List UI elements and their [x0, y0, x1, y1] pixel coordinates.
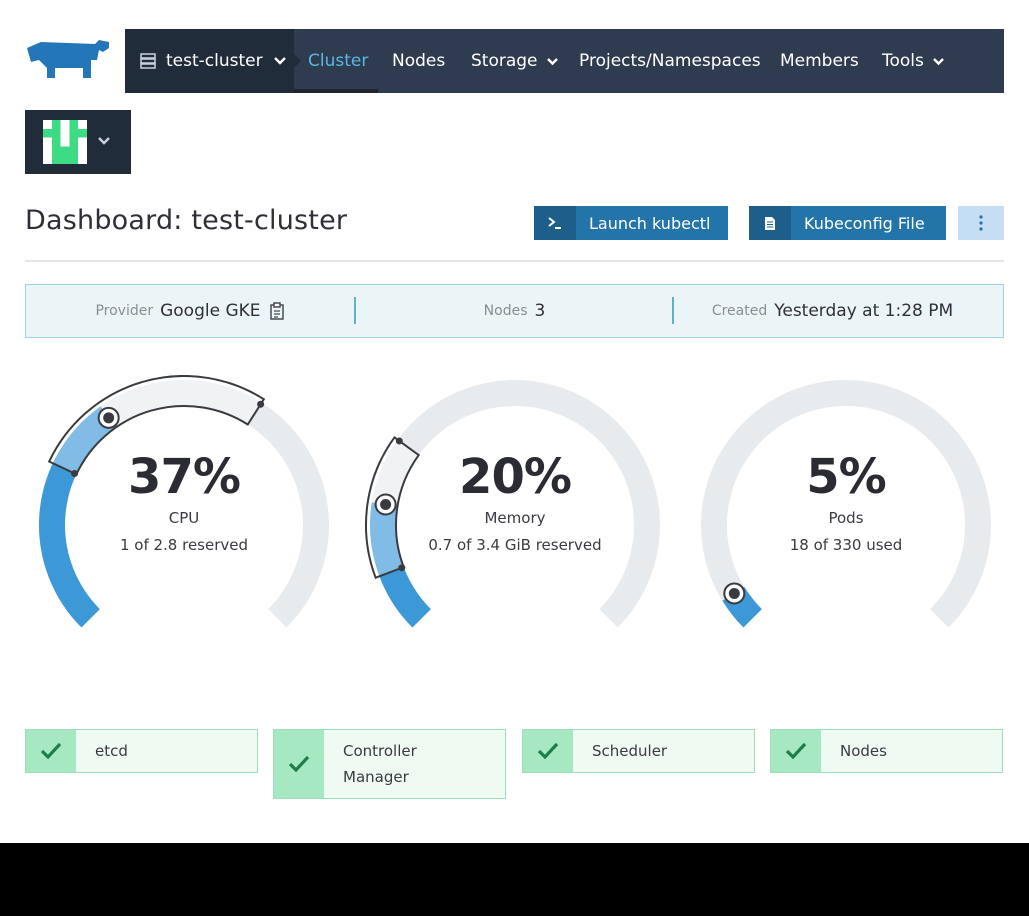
- launch-kubectl-label: Launch kubectl: [589, 213, 711, 233]
- component-nodes: Nodes: [770, 729, 1003, 773]
- kebab-menu-icon: [979, 215, 983, 231]
- chevron-down-icon: [546, 57, 558, 65]
- nav-active-indicator: [294, 89, 378, 93]
- memory-gauge-chart: [365, 380, 660, 628]
- copy-clipboard-icon[interactable]: [269, 302, 285, 320]
- cluster-selector-pointer: [294, 54, 301, 68]
- info-nodes: Nodes 3: [356, 285, 673, 337]
- gauge-value-marker-dot: [380, 499, 392, 511]
- component-etcd: etcd: [25, 729, 258, 773]
- gauge-used-arc: [39, 406, 116, 628]
- nav-cluster[interactable]: Cluster: [308, 29, 368, 93]
- nav-storage[interactable]: Storage: [471, 29, 559, 93]
- nav-members[interactable]: Members: [780, 29, 859, 93]
- pods-used: 18 of 330 used: [789, 536, 903, 554]
- nav-nodes-label: Nodes: [392, 51, 446, 71]
- component-label: Nodes: [840, 742, 887, 760]
- gauge-reserved-end-dot: [257, 400, 265, 408]
- chevron-down-icon: [98, 137, 110, 145]
- project-identicon-icon: [43, 120, 87, 164]
- gauge-value-marker-dot: [103, 412, 115, 424]
- page-title: Dashboard: test-cluster: [25, 205, 348, 236]
- memory-percent: 20%: [459, 449, 572, 505]
- component-label: Controller Manager: [343, 742, 417, 786]
- memory-reserved: 0.7 of 3.4 GiB reserved: [428, 536, 602, 554]
- info-provider: Provider Google GKE: [25, 285, 355, 337]
- kubeconfig-file-button[interactable]: Kubeconfig File: [749, 206, 946, 240]
- nav-members-label: Members: [780, 51, 859, 71]
- nav-cluster-label: Cluster: [308, 51, 369, 71]
- cluster-selector[interactable]: test-cluster: [125, 29, 294, 93]
- gauge-reserved-start-dot: [398, 564, 406, 572]
- server-icon: [140, 53, 156, 69]
- chevron-down-icon: [933, 57, 944, 65]
- component-label: etcd: [95, 742, 128, 760]
- more-actions-button[interactable]: [958, 206, 1004, 240]
- gauge-value-marker-dot: [728, 587, 740, 599]
- nav-storage-label: Storage: [471, 51, 538, 71]
- project-selector[interactable]: [25, 110, 131, 174]
- info-created: Created Yesterday at 1:28 PM: [674, 285, 991, 337]
- cpu-percent: 37%: [128, 449, 241, 505]
- component-scheduler: Scheduler: [522, 729, 755, 773]
- check-icon: [523, 730, 573, 772]
- component-label: Scheduler: [592, 742, 668, 760]
- cpu-label: CPU: [168, 509, 200, 527]
- info-separator: [354, 297, 356, 324]
- memory-label: Memory: [484, 509, 546, 527]
- nav-tools-label: Tools: [882, 51, 924, 71]
- terminal-icon: [534, 206, 576, 240]
- created-label: Created: [711, 303, 768, 319]
- cpu-gauge-chart: [39, 375, 329, 628]
- provider-value: Google GKE: [160, 301, 261, 321]
- nodes-label: Nodes: [483, 303, 528, 319]
- cpu-reserved: 1 of 2.8 reserved: [119, 536, 249, 554]
- check-icon: [274, 730, 324, 798]
- file-icon: [749, 206, 791, 240]
- chevron-down-icon: [273, 57, 286, 65]
- pods-gauge-chart: [701, 380, 991, 628]
- gauge-track: [370, 380, 660, 628]
- kubeconfig-file-label: Kubeconfig File: [804, 213, 925, 233]
- gauge-used-arc: [370, 502, 432, 628]
- cluster-info-bar: [25, 284, 1004, 338]
- footer-black-area: [0, 843, 1029, 916]
- cpu-gauge: 37% CPU 1 of 2.8 reserved: [29, 375, 339, 645]
- header-divider: [25, 260, 1004, 262]
- cluster-name: test-cluster: [166, 51, 263, 71]
- provider-label: Provider: [95, 303, 154, 319]
- nav-projects-namespaces[interactable]: Projects/Namespaces: [579, 29, 761, 93]
- rancher-logo-icon[interactable]: [25, 38, 111, 84]
- nav-nodes[interactable]: Nodes: [392, 29, 445, 93]
- check-icon: [771, 730, 821, 772]
- gauge-reserved-band: [47, 375, 266, 476]
- created-value: Yesterday at 1:28 PM: [774, 301, 954, 321]
- check-icon: [26, 730, 76, 772]
- info-separator: [672, 297, 674, 324]
- gauge-reserved-start-dot: [71, 469, 79, 477]
- component-controller-manager: Controller Manager: [273, 729, 506, 799]
- nav-tools[interactable]: Tools: [882, 29, 945, 93]
- launch-kubectl-button[interactable]: Launch kubectl: [534, 206, 728, 240]
- nav-projects-label: Projects/Namespaces: [579, 51, 761, 71]
- gauge-reserved-end-dot: [395, 437, 403, 445]
- pods-percent: 5%: [806, 449, 887, 505]
- pods-gauge: 5% Pods 18 of 330 used: [691, 375, 1001, 645]
- nodes-value: 3: [534, 301, 546, 321]
- memory-gauge: 20% Memory 0.7 of 3.4 GiB reserved: [360, 375, 670, 645]
- pods-label: Pods: [828, 509, 864, 527]
- gauge-track: [701, 380, 991, 628]
